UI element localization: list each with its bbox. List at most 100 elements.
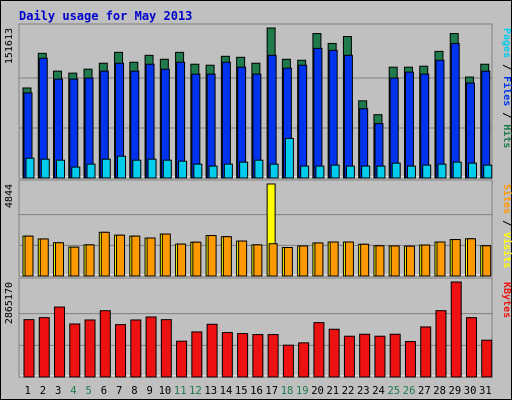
files-bar bbox=[84, 77, 94, 179]
kbytes-legend-label-part: KBytes bbox=[501, 282, 512, 318]
kbytes-bar bbox=[252, 334, 264, 378]
sites-bar bbox=[253, 244, 263, 277]
kbytes-bar bbox=[237, 333, 249, 378]
x-tick-label: 27 bbox=[418, 385, 431, 397]
kbytes-bar bbox=[130, 319, 142, 378]
files-bar bbox=[481, 70, 491, 179]
pages-bar bbox=[178, 160, 188, 179]
pages-bar bbox=[239, 161, 249, 179]
x-tick-label: 21 bbox=[326, 385, 339, 397]
x-tick-label: 23 bbox=[357, 385, 370, 397]
sites-bar bbox=[482, 245, 492, 277]
kbytes-bar bbox=[328, 328, 340, 378]
x-tick-label: 26 bbox=[403, 385, 416, 397]
kbytes-bar bbox=[481, 339, 493, 378]
kbytes-bar bbox=[465, 317, 477, 378]
sites-bar bbox=[222, 236, 232, 277]
sites-bar bbox=[177, 243, 187, 277]
pages-bar bbox=[422, 164, 432, 179]
hits-legend-label-part: Files bbox=[501, 76, 512, 106]
sites-bar bbox=[299, 245, 309, 277]
sites-bar bbox=[283, 247, 293, 277]
kbytes-bar bbox=[160, 319, 172, 378]
sites-bar bbox=[268, 243, 278, 277]
files-bar bbox=[450, 42, 460, 179]
visits-ymax-label: 4844 bbox=[4, 184, 15, 208]
kbytes-legend-label: KBytes bbox=[501, 282, 512, 318]
files-bar bbox=[343, 54, 353, 179]
sites-bar bbox=[39, 238, 49, 277]
hits-legend-label-part: Hits bbox=[501, 124, 512, 148]
kbytes-bar bbox=[69, 323, 81, 378]
kbytes-bar bbox=[359, 333, 371, 378]
sites-bar bbox=[451, 239, 461, 277]
pages-bar bbox=[56, 159, 66, 179]
pages-bar bbox=[254, 159, 264, 179]
x-tick-label: 4 bbox=[70, 385, 76, 397]
pages-bar bbox=[71, 166, 81, 179]
pages-bar bbox=[284, 137, 294, 179]
pages-bar bbox=[117, 155, 127, 179]
files-bar bbox=[69, 78, 79, 179]
kbytes-bar bbox=[145, 316, 157, 378]
sites-bar bbox=[314, 242, 324, 277]
files-bar bbox=[404, 71, 414, 179]
pages-bar bbox=[193, 163, 203, 179]
x-tick-label: 12 bbox=[189, 385, 202, 397]
kbytes-bar bbox=[298, 342, 310, 378]
kbytes-bar bbox=[435, 310, 447, 378]
files-bar bbox=[328, 49, 338, 179]
kbytes-bar bbox=[450, 281, 462, 378]
kbytes-bar bbox=[99, 310, 111, 378]
hits-legend-label-part: / bbox=[501, 106, 512, 124]
x-tick-label: 8 bbox=[131, 385, 137, 397]
kbytes-bar bbox=[84, 319, 96, 378]
files-bar bbox=[420, 73, 430, 179]
hits-ymax-label: 151613 bbox=[4, 28, 15, 64]
pages-bar bbox=[391, 162, 401, 179]
x-tick-label: 20 bbox=[311, 385, 324, 397]
sites-bar bbox=[116, 234, 126, 277]
pages-bar bbox=[361, 165, 371, 179]
kbytes-bar bbox=[374, 335, 386, 378]
pages-bar bbox=[269, 163, 279, 179]
kbytes-bar bbox=[343, 335, 355, 378]
sites-bar bbox=[360, 243, 370, 277]
sites-bar bbox=[55, 242, 65, 277]
pages-bar bbox=[25, 157, 35, 179]
x-tick-label: 25 bbox=[387, 385, 400, 397]
pages-bar bbox=[315, 165, 325, 179]
pages-bar bbox=[452, 161, 462, 179]
files-bar bbox=[237, 66, 247, 179]
sites-bar bbox=[131, 235, 141, 277]
kbytes-bar bbox=[404, 341, 416, 378]
x-tick-label: 6 bbox=[101, 385, 107, 397]
x-tick-label: 3 bbox=[55, 385, 61, 397]
sites-bar bbox=[207, 235, 217, 277]
kbytes-bar bbox=[115, 324, 127, 378]
hits-legend-label: Pages / Files / Hits bbox=[501, 28, 512, 148]
sites-bar bbox=[100, 231, 110, 277]
x-tick-label: 17 bbox=[265, 385, 278, 397]
pages-bar bbox=[330, 164, 340, 179]
sites-bar bbox=[70, 246, 80, 277]
files-bar bbox=[206, 73, 216, 179]
pages-bar bbox=[345, 165, 355, 179]
x-tick-label: 16 bbox=[250, 385, 263, 397]
hits-legend-label-part: Pages bbox=[501, 28, 512, 58]
x-tick-label: 31 bbox=[479, 385, 492, 397]
files-bar bbox=[176, 61, 186, 179]
kbytes-bar bbox=[191, 331, 203, 378]
kbytes-bar bbox=[38, 317, 50, 378]
sites-bar bbox=[375, 245, 385, 277]
x-tick-label: 30 bbox=[464, 385, 477, 397]
x-tick-label: 22 bbox=[342, 385, 355, 397]
x-tick-label: 19 bbox=[296, 385, 309, 397]
visits-legend-label: Sites / Visits bbox=[501, 184, 512, 268]
x-tick-label: 10 bbox=[159, 385, 172, 397]
sites-bar bbox=[192, 241, 202, 277]
x-tick-label: 2 bbox=[40, 385, 46, 397]
sites-bar bbox=[238, 240, 248, 277]
sites-bar bbox=[161, 233, 171, 277]
